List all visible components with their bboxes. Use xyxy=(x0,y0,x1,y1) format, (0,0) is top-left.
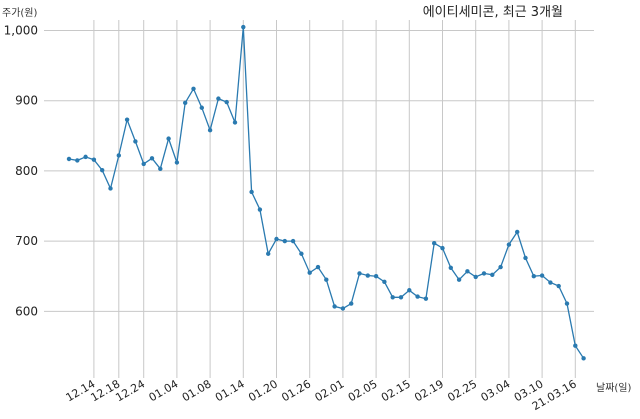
data-point xyxy=(398,295,404,300)
data-point xyxy=(290,238,296,244)
data-point xyxy=(158,166,163,172)
data-point xyxy=(515,229,520,235)
data-point xyxy=(224,99,229,105)
data-point xyxy=(315,264,321,270)
data-point xyxy=(274,236,279,242)
x-tick-label: 02.15 xyxy=(379,377,413,404)
y-tick-label: 800 xyxy=(15,164,38,178)
data-point xyxy=(299,251,304,256)
data-point xyxy=(407,288,412,293)
data-point xyxy=(232,120,238,125)
data-point xyxy=(133,139,138,144)
data-point xyxy=(556,283,561,289)
y-tick-label: 700 xyxy=(15,234,38,248)
y-tick-label: 900 xyxy=(15,94,38,108)
x-gridlines xyxy=(93,20,576,378)
data-point xyxy=(448,265,453,270)
price-points xyxy=(66,24,586,361)
data-point xyxy=(174,160,180,165)
data-point xyxy=(473,274,478,280)
y-tick-label: 600 xyxy=(15,304,38,318)
x-tick-label: 01.04 xyxy=(147,377,181,404)
chart-title: 에이티세미콘, 최근 3개월 xyxy=(423,5,563,20)
data-point xyxy=(581,356,586,361)
data-point xyxy=(75,158,80,163)
x-tick-label: 01.08 xyxy=(180,377,214,404)
data-point xyxy=(249,189,254,195)
x-axis-label: 날짜(일) xyxy=(596,382,632,394)
y-tick-labels: 600 700 800 900 1,000 xyxy=(4,24,38,319)
data-point xyxy=(465,269,470,274)
data-point xyxy=(365,273,370,278)
data-point xyxy=(523,255,528,261)
data-point xyxy=(423,296,429,301)
data-point xyxy=(207,128,213,133)
data-point xyxy=(141,161,146,167)
data-point xyxy=(116,153,122,158)
data-point xyxy=(456,277,462,282)
data-point xyxy=(490,272,495,278)
x-tick-label: 02.05 xyxy=(346,377,380,404)
data-point xyxy=(506,242,512,247)
x-tick-label: 01.26 xyxy=(279,377,313,404)
data-point xyxy=(415,294,420,299)
data-point xyxy=(498,264,503,270)
x-tick-label: 12.24 xyxy=(113,377,147,404)
data-point xyxy=(432,241,437,246)
data-point xyxy=(539,273,545,278)
data-point xyxy=(124,117,130,122)
data-point xyxy=(241,24,246,30)
data-point xyxy=(340,306,346,311)
y-axis-label: 주가(원) xyxy=(2,7,38,19)
data-point xyxy=(100,168,105,173)
x-tick-label: 03.04 xyxy=(479,377,513,404)
price-line xyxy=(68,26,585,359)
data-point xyxy=(191,86,196,91)
data-point xyxy=(199,105,204,110)
data-point xyxy=(390,295,395,300)
data-point xyxy=(257,207,263,212)
data-point xyxy=(66,156,72,162)
data-point xyxy=(349,301,354,306)
data-point xyxy=(307,270,312,275)
data-point xyxy=(382,279,387,285)
y-tick-label: 1,000 xyxy=(4,24,38,38)
x-tick-label: 02.19 xyxy=(412,377,446,404)
data-point xyxy=(91,157,97,162)
x-tick-label: 01.14 xyxy=(213,377,247,404)
x-tick-label: 02.01 xyxy=(313,377,347,404)
data-point xyxy=(266,251,271,256)
data-point xyxy=(357,271,362,276)
x-tick-label: 01.20 xyxy=(246,377,280,404)
data-point xyxy=(324,277,329,282)
data-point xyxy=(282,238,287,244)
data-point xyxy=(481,271,487,276)
y-gridlines xyxy=(44,30,594,312)
data-point xyxy=(564,301,570,306)
data-point xyxy=(573,343,578,348)
data-point xyxy=(216,96,221,101)
data-point xyxy=(548,280,553,285)
data-point xyxy=(108,186,113,191)
data-point xyxy=(332,304,337,309)
data-point xyxy=(440,245,445,251)
data-point xyxy=(149,156,155,161)
x-tick-label: 02.25 xyxy=(445,377,479,404)
data-point xyxy=(83,154,88,160)
data-point xyxy=(183,100,188,106)
data-point xyxy=(531,274,536,279)
data-point xyxy=(373,274,379,279)
data-point xyxy=(166,136,171,141)
